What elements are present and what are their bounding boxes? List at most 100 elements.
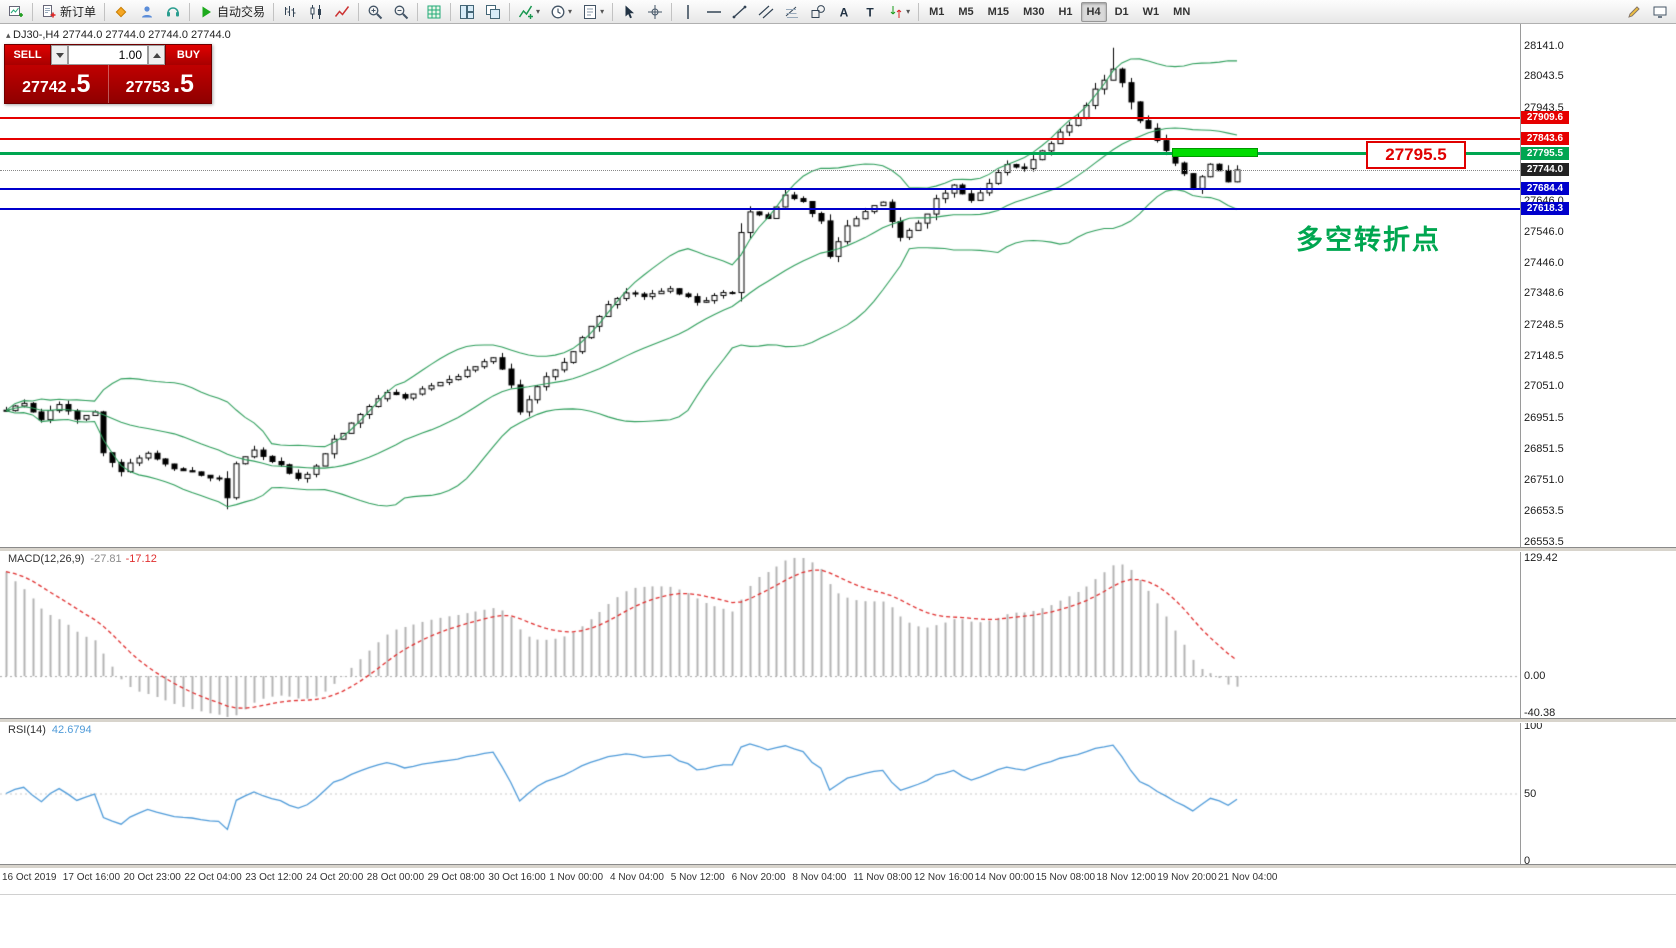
- dropdown-arrow-icon[interactable]: ▾: [906, 7, 911, 16]
- fibonacci-icon[interactable]: [780, 1, 804, 23]
- trendline-icon[interactable]: [728, 1, 752, 23]
- new-window-icon[interactable]: [455, 1, 479, 23]
- vertical-line-icon[interactable]: [676, 1, 700, 23]
- timeframe-w1-button[interactable]: W1: [1142, 5, 1160, 18]
- tile-windows-icon[interactable]: [422, 1, 446, 23]
- price-level-badge: 27795.5: [1521, 146, 1569, 160]
- autotrade-button[interactable]: 自动交易: [194, 1, 269, 23]
- price-level-line[interactable]: [0, 117, 1520, 120]
- macd-axis-tick: 129.42: [1524, 551, 1558, 564]
- autotrade-button-label: 自动交易: [217, 5, 266, 19]
- cascade-windows-icon[interactable]: [481, 1, 505, 23]
- screen-icon[interactable]: [1648, 1, 1672, 23]
- dropdown-arrow-icon[interactable]: ▾: [568, 7, 573, 16]
- volume-input[interactable]: [68, 45, 148, 65]
- timeframe-mn-button[interactable]: MN: [1173, 5, 1191, 18]
- timeframe-d1-button[interactable]: D1: [1114, 5, 1129, 18]
- macd-canvas[interactable]: [0, 551, 1520, 719]
- horizontal-line-icon[interactable]: [702, 1, 726, 23]
- toolbar-separator: [104, 2, 106, 21]
- periods-icon[interactable]: ▾: [546, 1, 576, 23]
- timeframe-m30-button[interactable]: M30: [1023, 5, 1045, 18]
- time-axis-label: 4 Nov 04:00: [610, 872, 664, 883]
- price-axis-tick: 27051.0: [1524, 380, 1564, 393]
- candle-chart-icon[interactable]: [304, 1, 328, 23]
- cursor-icon[interactable]: [617, 1, 641, 23]
- sell-button[interactable]: SELL: [5, 45, 51, 65]
- price-level-line[interactable]: [0, 208, 1520, 211]
- community-icon[interactable]: [135, 1, 159, 23]
- time-axis-label: 15 Nov 08:00: [1035, 872, 1096, 883]
- price-axis-tick: 26553.5: [1524, 535, 1564, 548]
- label-icon[interactable]: T: [858, 1, 882, 23]
- buy-price[interactable]: 27753 .5: [109, 65, 212, 103]
- toolbar: 新订单 自动交易 ▾ ▾ ▾ A T ▾ M1 M5 M15 M30 H1 H4 D1 W1 MN: [0, 0, 1676, 24]
- time-axis-label: 11 Nov 08:00: [853, 872, 912, 883]
- price-callout[interactable]: 27795.5: [1366, 141, 1466, 169]
- dropdown-arrow-icon[interactable]: ▾: [536, 7, 541, 16]
- buy-button[interactable]: BUY: [165, 45, 211, 65]
- timeframe-h4-button[interactable]: H4: [1080, 1, 1107, 22]
- price-axis-tick: 27148.5: [1524, 349, 1564, 362]
- timeframe-m15-button[interactable]: M15: [987, 5, 1010, 18]
- zoom-out-icon[interactable]: [389, 1, 413, 23]
- pencil-icon[interactable]: [1622, 1, 1646, 23]
- sell-price[interactable]: 27742 .5: [5, 65, 108, 103]
- volume-decrease-button[interactable]: [51, 45, 68, 65]
- panel-separator[interactable]: [0, 864, 1676, 869]
- price-level-badge: 27843.6: [1521, 131, 1569, 145]
- timeframe-h1-button[interactable]: H1: [1058, 5, 1073, 18]
- rsi-name: RSI(14): [8, 724, 46, 736]
- volume-increase-button[interactable]: [148, 45, 165, 65]
- time-axis-label: 1 Nov 00:00: [549, 872, 604, 883]
- text-icon[interactable]: A: [832, 1, 856, 23]
- toolbar-separator: [918, 2, 920, 21]
- time-axis-label: 19 Nov 20:00: [1157, 872, 1217, 883]
- annotation-note[interactable]: 多空转折点: [1296, 225, 1441, 255]
- bar-chart-icon[interactable]: [278, 1, 302, 23]
- toolbar-separator: [417, 2, 419, 21]
- sell-price-frac: .5: [69, 70, 91, 98]
- toolbar-separator: [612, 2, 614, 21]
- down-arrow-icon: [55, 52, 64, 58]
- price-axis-tick: 26851.5: [1524, 442, 1564, 455]
- price-axis-border: [1520, 24, 1521, 870]
- trade-controls-row: SELL BUY: [5, 45, 211, 65]
- indicators-icon[interactable]: ▾: [514, 1, 544, 23]
- price-chart-canvas[interactable]: [0, 24, 1520, 548]
- timeframe-m1-button[interactable]: M1: [929, 5, 945, 18]
- current-price-line: [0, 169, 1520, 171]
- line-chart-icon[interactable]: [330, 1, 354, 23]
- zoom-in-icon[interactable]: [363, 1, 387, 23]
- highlight-rectangle[interactable]: [1172, 148, 1258, 157]
- symbol-title[interactable]: DJ30-,H4 27744.0 27744.0 27744.0 27744.0: [6, 29, 231, 41]
- panel-separator[interactable]: [0, 718, 1676, 723]
- price-axis-tick: 27348.6: [1524, 287, 1564, 300]
- price-level-line[interactable]: [0, 137, 1520, 140]
- toolbar-separator: [450, 2, 452, 21]
- dropdown-arrow-icon[interactable]: ▾: [600, 7, 605, 16]
- support-icon[interactable]: [161, 1, 185, 23]
- rsi-axis-tick: 100: [1524, 720, 1543, 733]
- toolbar-separator: [358, 2, 360, 21]
- price-level-line[interactable]: [0, 187, 1520, 190]
- macd-axis-tick: 0.00: [1524, 670, 1546, 683]
- price-divider: [107, 65, 109, 103]
- new-chart-icon[interactable]: [4, 1, 28, 23]
- panel-separator[interactable]: [0, 547, 1676, 552]
- shapes-icon[interactable]: [806, 1, 830, 23]
- crosshair-icon[interactable]: [643, 1, 667, 23]
- price-level-line[interactable]: [0, 152, 1520, 156]
- time-axis[interactable]: 16 Oct 2019 17 Oct 16:00 20 Oct 23:00 22 Oc…: [0, 868, 1676, 895]
- arrows-icon[interactable]: ▾: [884, 1, 914, 23]
- new-order-button[interactable]: 新订单: [37, 1, 100, 23]
- timeframe-m5-button[interactable]: M5: [958, 5, 974, 18]
- rsi-canvas[interactable]: [0, 722, 1520, 865]
- templates-icon[interactable]: ▾: [578, 1, 608, 23]
- time-axis-label: 23 Oct 12:00: [245, 872, 303, 883]
- current-price-badge: 27744.0: [1521, 162, 1569, 176]
- mql5-icon[interactable]: [109, 1, 133, 23]
- channel-icon[interactable]: [754, 1, 778, 23]
- time-axis-label: 8 Nov 04:00: [792, 872, 847, 883]
